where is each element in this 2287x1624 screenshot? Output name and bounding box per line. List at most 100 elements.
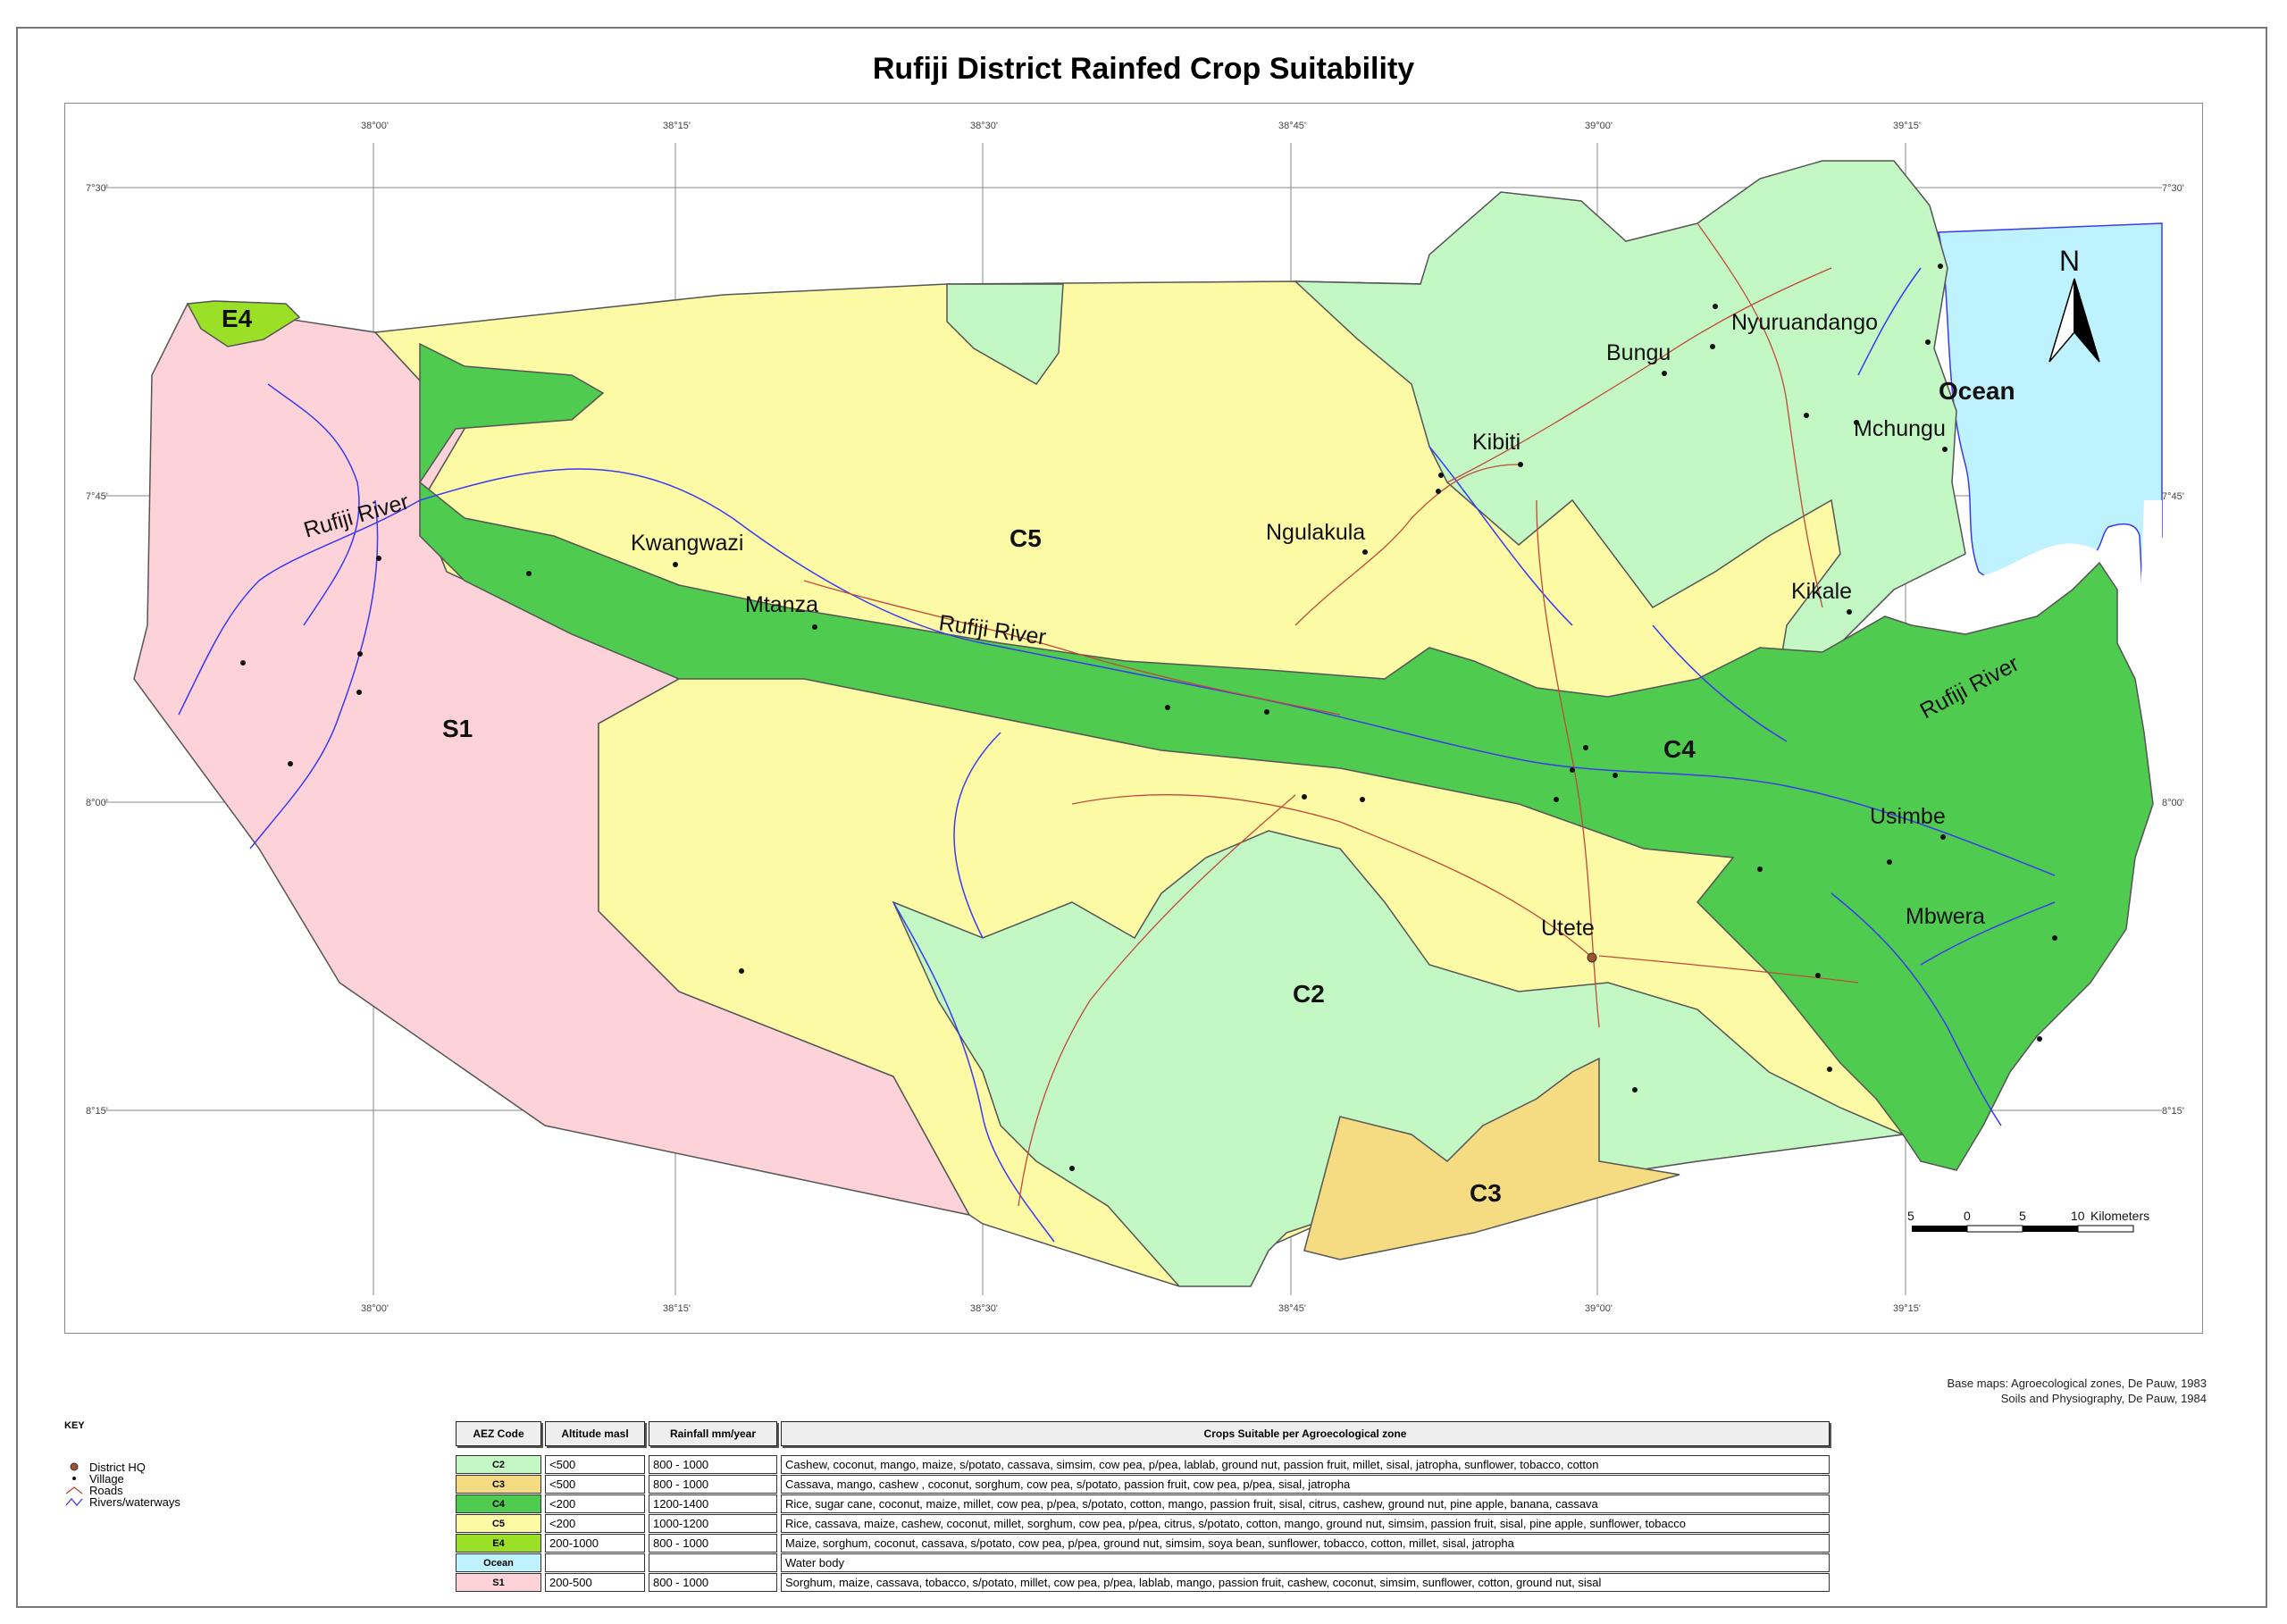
aez-code-cell: C4 bbox=[456, 1494, 541, 1513]
tick-label: 38°30' bbox=[970, 121, 998, 131]
village-icon bbox=[526, 571, 532, 576]
tick-label: 7°45' bbox=[86, 491, 108, 502]
map-title: Rufiji District Rainfed Crop Suitability bbox=[872, 52, 1415, 86]
village-icon bbox=[2052, 935, 2057, 941]
table-row: S1 200-500 800 - 1000 Sorghum, maize, ca… bbox=[456, 1573, 1830, 1592]
zone-c4 bbox=[418, 342, 2154, 1171]
tick-label: 7°30' bbox=[2162, 183, 2184, 194]
village-icon bbox=[1436, 489, 1441, 494]
zone-label-c2: C2 bbox=[1293, 980, 1325, 1008]
road-line bbox=[1696, 222, 1823, 608]
road-network bbox=[803, 222, 1859, 1207]
table-header-cell: Rainfall mm/year bbox=[649, 1421, 777, 1446]
road-line bbox=[1294, 464, 1520, 626]
key-list: District HQ Village Roads Rivers/waterwa… bbox=[64, 1461, 180, 1508]
credit-line: Base maps: Agroecological zones, De Pauw… bbox=[1947, 1377, 2207, 1390]
north-arrow-label: N bbox=[2059, 245, 2080, 277]
altitude-cell: 200-500 bbox=[545, 1573, 645, 1592]
scale-bar-label: 0 bbox=[1964, 1209, 1971, 1223]
place-label: Mtanza bbox=[745, 592, 818, 617]
rainfall-cell: 1200-1400 bbox=[649, 1494, 777, 1513]
village-icon bbox=[812, 624, 817, 630]
rainfall-cell: 800 - 1000 bbox=[649, 1573, 777, 1592]
tick-label: 8°15' bbox=[86, 1106, 108, 1117]
scale-bar-segment bbox=[2077, 1225, 2134, 1233]
key-item-label: Rivers/waterways bbox=[89, 1495, 180, 1509]
village-icon bbox=[1854, 420, 1859, 425]
village-icon bbox=[2037, 1036, 2042, 1042]
table-row: C5 <200 1000-1200 Rice, cassava, maize, … bbox=[456, 1514, 1830, 1533]
village-icon bbox=[1570, 767, 1575, 773]
map-inner-frame bbox=[64, 103, 2203, 1334]
rainfall-cell bbox=[649, 1553, 777, 1572]
tick-labels: 38°00' 38°15' 38°30' 38°45' 39°00' 39°15… bbox=[86, 121, 2184, 1314]
place-label: Kibiti bbox=[1472, 430, 1520, 455]
key-item-label: Roads bbox=[89, 1484, 123, 1497]
scale-bar-segment bbox=[2023, 1226, 2078, 1232]
river-line bbox=[249, 499, 379, 850]
zone-c2-north-inlet bbox=[946, 283, 1064, 385]
credit-line: Soils and Physiography, De Pauw, 1984 bbox=[2000, 1392, 2207, 1405]
place-label: Mbwera bbox=[1906, 904, 1985, 929]
tick-label: 38°00' bbox=[361, 1303, 389, 1314]
aez-code-cell: E4 bbox=[456, 1534, 541, 1553]
village-icon bbox=[1518, 462, 1523, 467]
aez-code-cell: C3 bbox=[456, 1475, 541, 1494]
aez-table: AEZ Code Altitude masl Rainfall mm/year … bbox=[452, 1420, 1833, 1593]
ocean-gap bbox=[1965, 500, 2162, 804]
river-line bbox=[267, 383, 360, 626]
villages bbox=[240, 264, 2057, 1171]
key-item: Village bbox=[64, 1473, 180, 1485]
tick-label: 38°15' bbox=[663, 1303, 691, 1314]
tick-label: 39°00' bbox=[1585, 121, 1613, 131]
river-icon bbox=[64, 1496, 84, 1508]
altitude-cell: 200-1000 bbox=[545, 1534, 645, 1553]
village-icon bbox=[356, 690, 362, 695]
village-icon bbox=[1302, 794, 1307, 799]
tick-label: 7°30' bbox=[86, 183, 108, 194]
village-icon bbox=[1264, 709, 1269, 715]
crops-cell: Sorghum, maize, cassava, tobacco, s/pota… bbox=[781, 1573, 1830, 1592]
village-icon bbox=[673, 562, 678, 567]
key-item: Roads bbox=[64, 1485, 180, 1496]
zone-label-s1: S1 bbox=[442, 715, 473, 742]
table-row: E4 200-1000 800 - 1000 Maize, sorghum, c… bbox=[456, 1534, 1830, 1553]
key-item-label: Village bbox=[89, 1472, 124, 1486]
zone-label-c4: C4 bbox=[1663, 735, 1696, 763]
river-line bbox=[1830, 892, 2002, 1126]
altitude-cell: <200 bbox=[545, 1514, 645, 1533]
north-arrow: N bbox=[2048, 245, 2100, 363]
village-icon bbox=[1940, 834, 1946, 840]
tick-label: 38°15' bbox=[663, 121, 691, 131]
village-icon bbox=[1827, 1067, 1832, 1072]
village-icon bbox=[1942, 447, 1948, 452]
table-row: C3 <500 800 - 1000 Cassava, mango, cashe… bbox=[456, 1475, 1830, 1494]
aez-code-cell: C5 bbox=[456, 1514, 541, 1533]
river-line bbox=[1920, 901, 2056, 966]
place-label: Nyuruandango bbox=[1731, 310, 1878, 335]
key-title: KEY bbox=[64, 1420, 85, 1431]
place-label: Kikale bbox=[1791, 579, 1852, 604]
river-line bbox=[892, 901, 1055, 1243]
table-row: C4 <200 1200-1400 Rice, sugar cane, coco… bbox=[456, 1494, 1830, 1513]
rainfall-cell: 800 - 1000 bbox=[649, 1455, 777, 1474]
zone-c2-north bbox=[1294, 160, 1966, 681]
village-icon bbox=[1887, 859, 1892, 865]
north-arrow-icon bbox=[2073, 278, 2100, 363]
altitude-cell: <500 bbox=[545, 1475, 645, 1494]
village-icon bbox=[1438, 473, 1444, 478]
place-label: Utete bbox=[1541, 916, 1595, 941]
village-icon bbox=[1165, 705, 1170, 710]
crops-cell: Rice, cassava, maize, cashew, coconut, m… bbox=[781, 1514, 1830, 1533]
basemap-credits: Base maps: Agroecological zones, De Pauw… bbox=[1947, 1376, 2207, 1406]
scale-bar-segment bbox=[1966, 1225, 2023, 1233]
village-icon bbox=[1938, 264, 1943, 269]
tick-label: 38°45' bbox=[1278, 1303, 1306, 1314]
table-row: C2 <500 800 - 1000 Cashew, coconut, mang… bbox=[456, 1455, 1830, 1474]
zone-label-e4: E4 bbox=[222, 305, 253, 332]
tick-label: 8°15' bbox=[2162, 1106, 2184, 1117]
zone-label-c3: C3 bbox=[1470, 1179, 1502, 1207]
ocean-label: Ocean bbox=[1939, 377, 2015, 405]
tick-label: 38°00' bbox=[361, 121, 389, 131]
